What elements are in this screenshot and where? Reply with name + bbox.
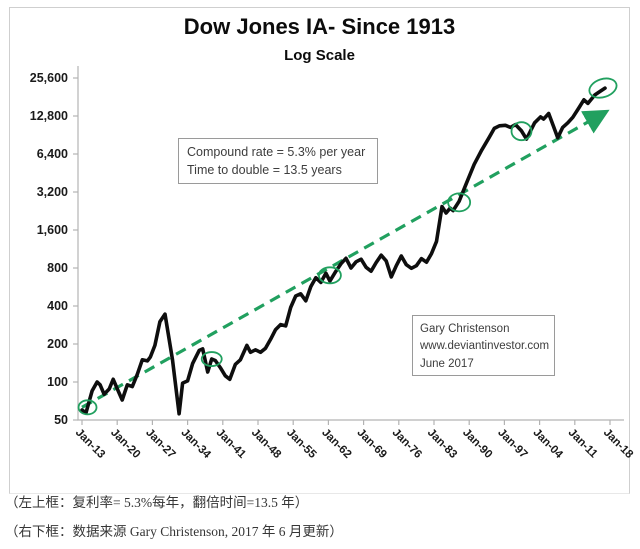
x-axis-label: Jan-18	[601, 427, 636, 462]
highlight-circle	[447, 192, 472, 213]
caption-block: （左上框：复利率= 5.3%每年，翻倍时间=13.5 年） （右下框：数据来源 …	[5, 491, 635, 549]
x-axis-label: Jan-34	[178, 427, 213, 462]
x-axis-label: Jan-48	[249, 427, 284, 462]
annotation-line: www.deviantinvestor.com	[420, 340, 550, 353]
x-axis-label: Jan-41	[214, 427, 249, 462]
chart-frame	[9, 7, 630, 494]
x-axis-label: Jan-69	[354, 427, 388, 461]
trend-line	[81, 109, 610, 409]
y-axis-label: 400	[47, 299, 68, 313]
annotation-line: Compound rate = 5.3% per year	[187, 145, 366, 159]
y-axis-label: 12,800	[30, 109, 68, 123]
x-axis-label: Jan-55	[284, 427, 319, 462]
x-axis-label: Jan-76	[390, 427, 424, 461]
x-axis-label: Jan-27	[143, 427, 177, 461]
highlight-circle	[77, 399, 98, 416]
y-axis-label: 200	[47, 337, 68, 351]
annotation-line: June 2017	[420, 357, 474, 370]
y-axis-label: 1,600	[37, 223, 68, 237]
x-axis-label: Jan-83	[425, 427, 459, 461]
x-axis-label: Jan-11	[566, 427, 600, 461]
x-axis-label: Jan-04	[530, 427, 565, 462]
annotation-box-compound-rate: Compound rate = 5.3% per year Time to do…	[178, 138, 378, 184]
annotation-box-source: Gary Christenson www.deviantinvestor.com…	[412, 315, 555, 376]
y-axis-label: 800	[47, 261, 68, 275]
x-axis-label: Jan-13	[73, 427, 107, 461]
highlight-circle	[318, 266, 342, 285]
y-axis-label: 3,200	[37, 185, 68, 199]
highlight-circle	[588, 77, 618, 99]
highlight-circle	[510, 121, 533, 142]
x-axis-label: Jan-97	[495, 427, 529, 461]
x-axis-label: Jan-20	[108, 427, 142, 461]
y-axis-label: 6,400	[37, 147, 68, 161]
y-axis-label: 50	[54, 413, 68, 427]
x-axis-label: Jan-62	[319, 427, 353, 461]
annotation-line: Gary Christenson	[420, 323, 510, 335]
caption-bottom-right-box: （右下框：数据来源 Gary Christenson, 2017 年 6 月更新…	[5, 524, 343, 539]
chart-subtitle: Log Scale	[284, 47, 355, 64]
y-axis-label: 25,600	[30, 71, 68, 85]
chart-title: Dow Jones IA- Since 1913	[183, 14, 456, 39]
caption-top-left-box: （左上框：复利率= 5.3%每年，翻倍时间=13.5 年）	[5, 495, 309, 510]
highlight-circle	[200, 351, 223, 367]
y-axis-label: 100	[47, 375, 68, 389]
x-axis-label: Jan-90	[460, 427, 494, 461]
annotation-line: Time to double = 13.5 years	[187, 163, 342, 178]
